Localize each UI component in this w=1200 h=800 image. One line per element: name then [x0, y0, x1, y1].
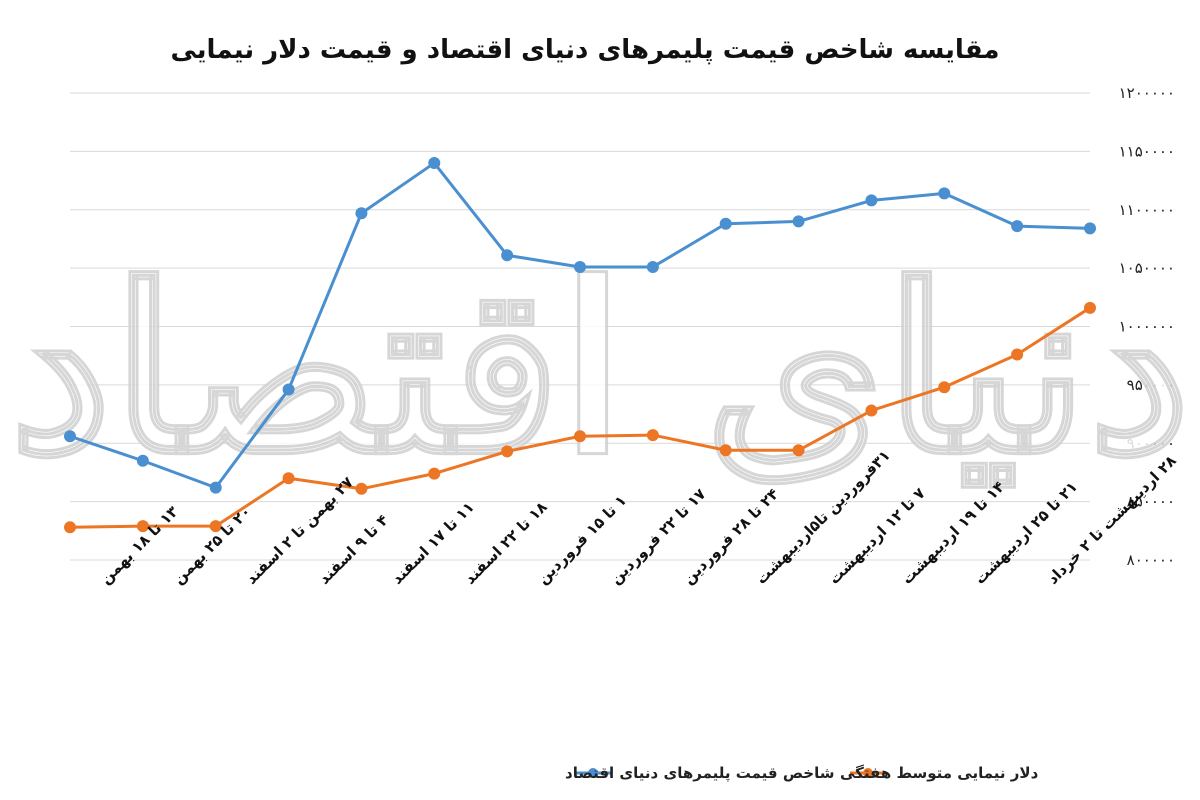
data-point — [428, 467, 441, 480]
legend-label: دلار نیمایی متوسط هفتگی — [840, 764, 1039, 782]
chart-title: مقایسه شاخص قیمت پلیمرهای دنیای اقتصاد و… — [170, 35, 999, 65]
y-tick-label: ۹۵۰۰۰۰ — [1127, 376, 1175, 394]
data-point — [282, 383, 295, 396]
y-tick-label: ۱۲۰۰۰۰۰ — [1119, 84, 1175, 102]
data-point — [428, 157, 441, 170]
data-point — [282, 472, 295, 485]
data-point — [719, 444, 732, 457]
data-point — [792, 444, 805, 457]
y-tick-label: ۱۰۵۰۰۰۰ — [1119, 259, 1175, 277]
legend-swatch-marker — [588, 768, 598, 778]
data-point — [501, 249, 514, 262]
data-point — [136, 454, 149, 467]
legend-swatch-marker — [863, 768, 873, 778]
y-tick-label: ۱۰۰۰۰۰۰ — [1119, 318, 1175, 336]
data-point — [865, 194, 878, 207]
watermark-text: دنیای اقتصاد — [9, 235, 1190, 505]
data-point — [64, 430, 76, 443]
watermark: دنیای اقتصاد — [8, 234, 1192, 507]
legend: شاخص قیمت پلیمرهای دنیای اقتصاد دلار نیما… — [565, 764, 1039, 783]
data-point — [1011, 220, 1024, 233]
data-point — [501, 445, 514, 458]
data-point — [719, 217, 732, 230]
data-point — [574, 260, 586, 273]
y-tick-label: ۱۱۰۰۰۰۰ — [1119, 201, 1175, 219]
y-tick-label: ۹۰۰۰۰۰ — [1127, 434, 1175, 452]
data-point — [938, 381, 951, 394]
data-point — [646, 260, 659, 273]
data-point — [865, 404, 878, 417]
data-point — [1084, 301, 1096, 314]
data-point — [355, 207, 368, 220]
legend-label: شاخص قیمت پلیمرهای دنیای اقتصاد — [565, 764, 835, 783]
data-point — [64, 521, 76, 534]
data-point — [1084, 222, 1096, 235]
data-point — [646, 429, 659, 442]
data-point — [209, 520, 222, 533]
plot-area — [64, 157, 1096, 534]
y-tick-label: ۸۵۰۰۰۰ — [1127, 493, 1175, 511]
data-point — [938, 187, 951, 200]
data-point — [136, 520, 149, 533]
y-tick-label: ۸۰۰۰۰۰ — [1127, 551, 1175, 569]
data-point — [209, 481, 222, 494]
data-point — [574, 430, 586, 443]
x-tick-label: ۴ تا ۹ اسفند — [315, 511, 392, 588]
y-tick-label: ۱۱۵۰۰۰۰ — [1119, 142, 1175, 160]
data-point — [355, 482, 368, 495]
y-axis: ۸۰۰۰۰۰ ۸۵۰۰۰۰ ۹۰۰۰۰۰ ۹۵۰۰۰۰ ۱۰۰۰۰۰۰ ۱۰۵۰۰۰۰ ۱۱… — [1119, 84, 1175, 569]
data-point — [792, 215, 805, 228]
data-point — [1011, 348, 1024, 361]
